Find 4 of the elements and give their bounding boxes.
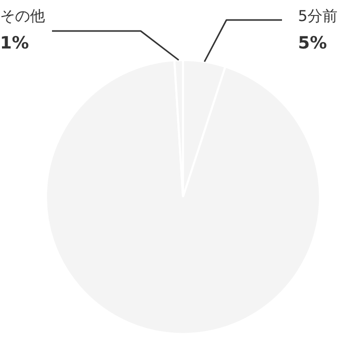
slice-label: その他 <box>0 6 45 25</box>
slice-label: 5分前 <box>298 6 338 25</box>
data-label: 5% <box>298 33 327 54</box>
data-label: 1% <box>0 33 29 54</box>
